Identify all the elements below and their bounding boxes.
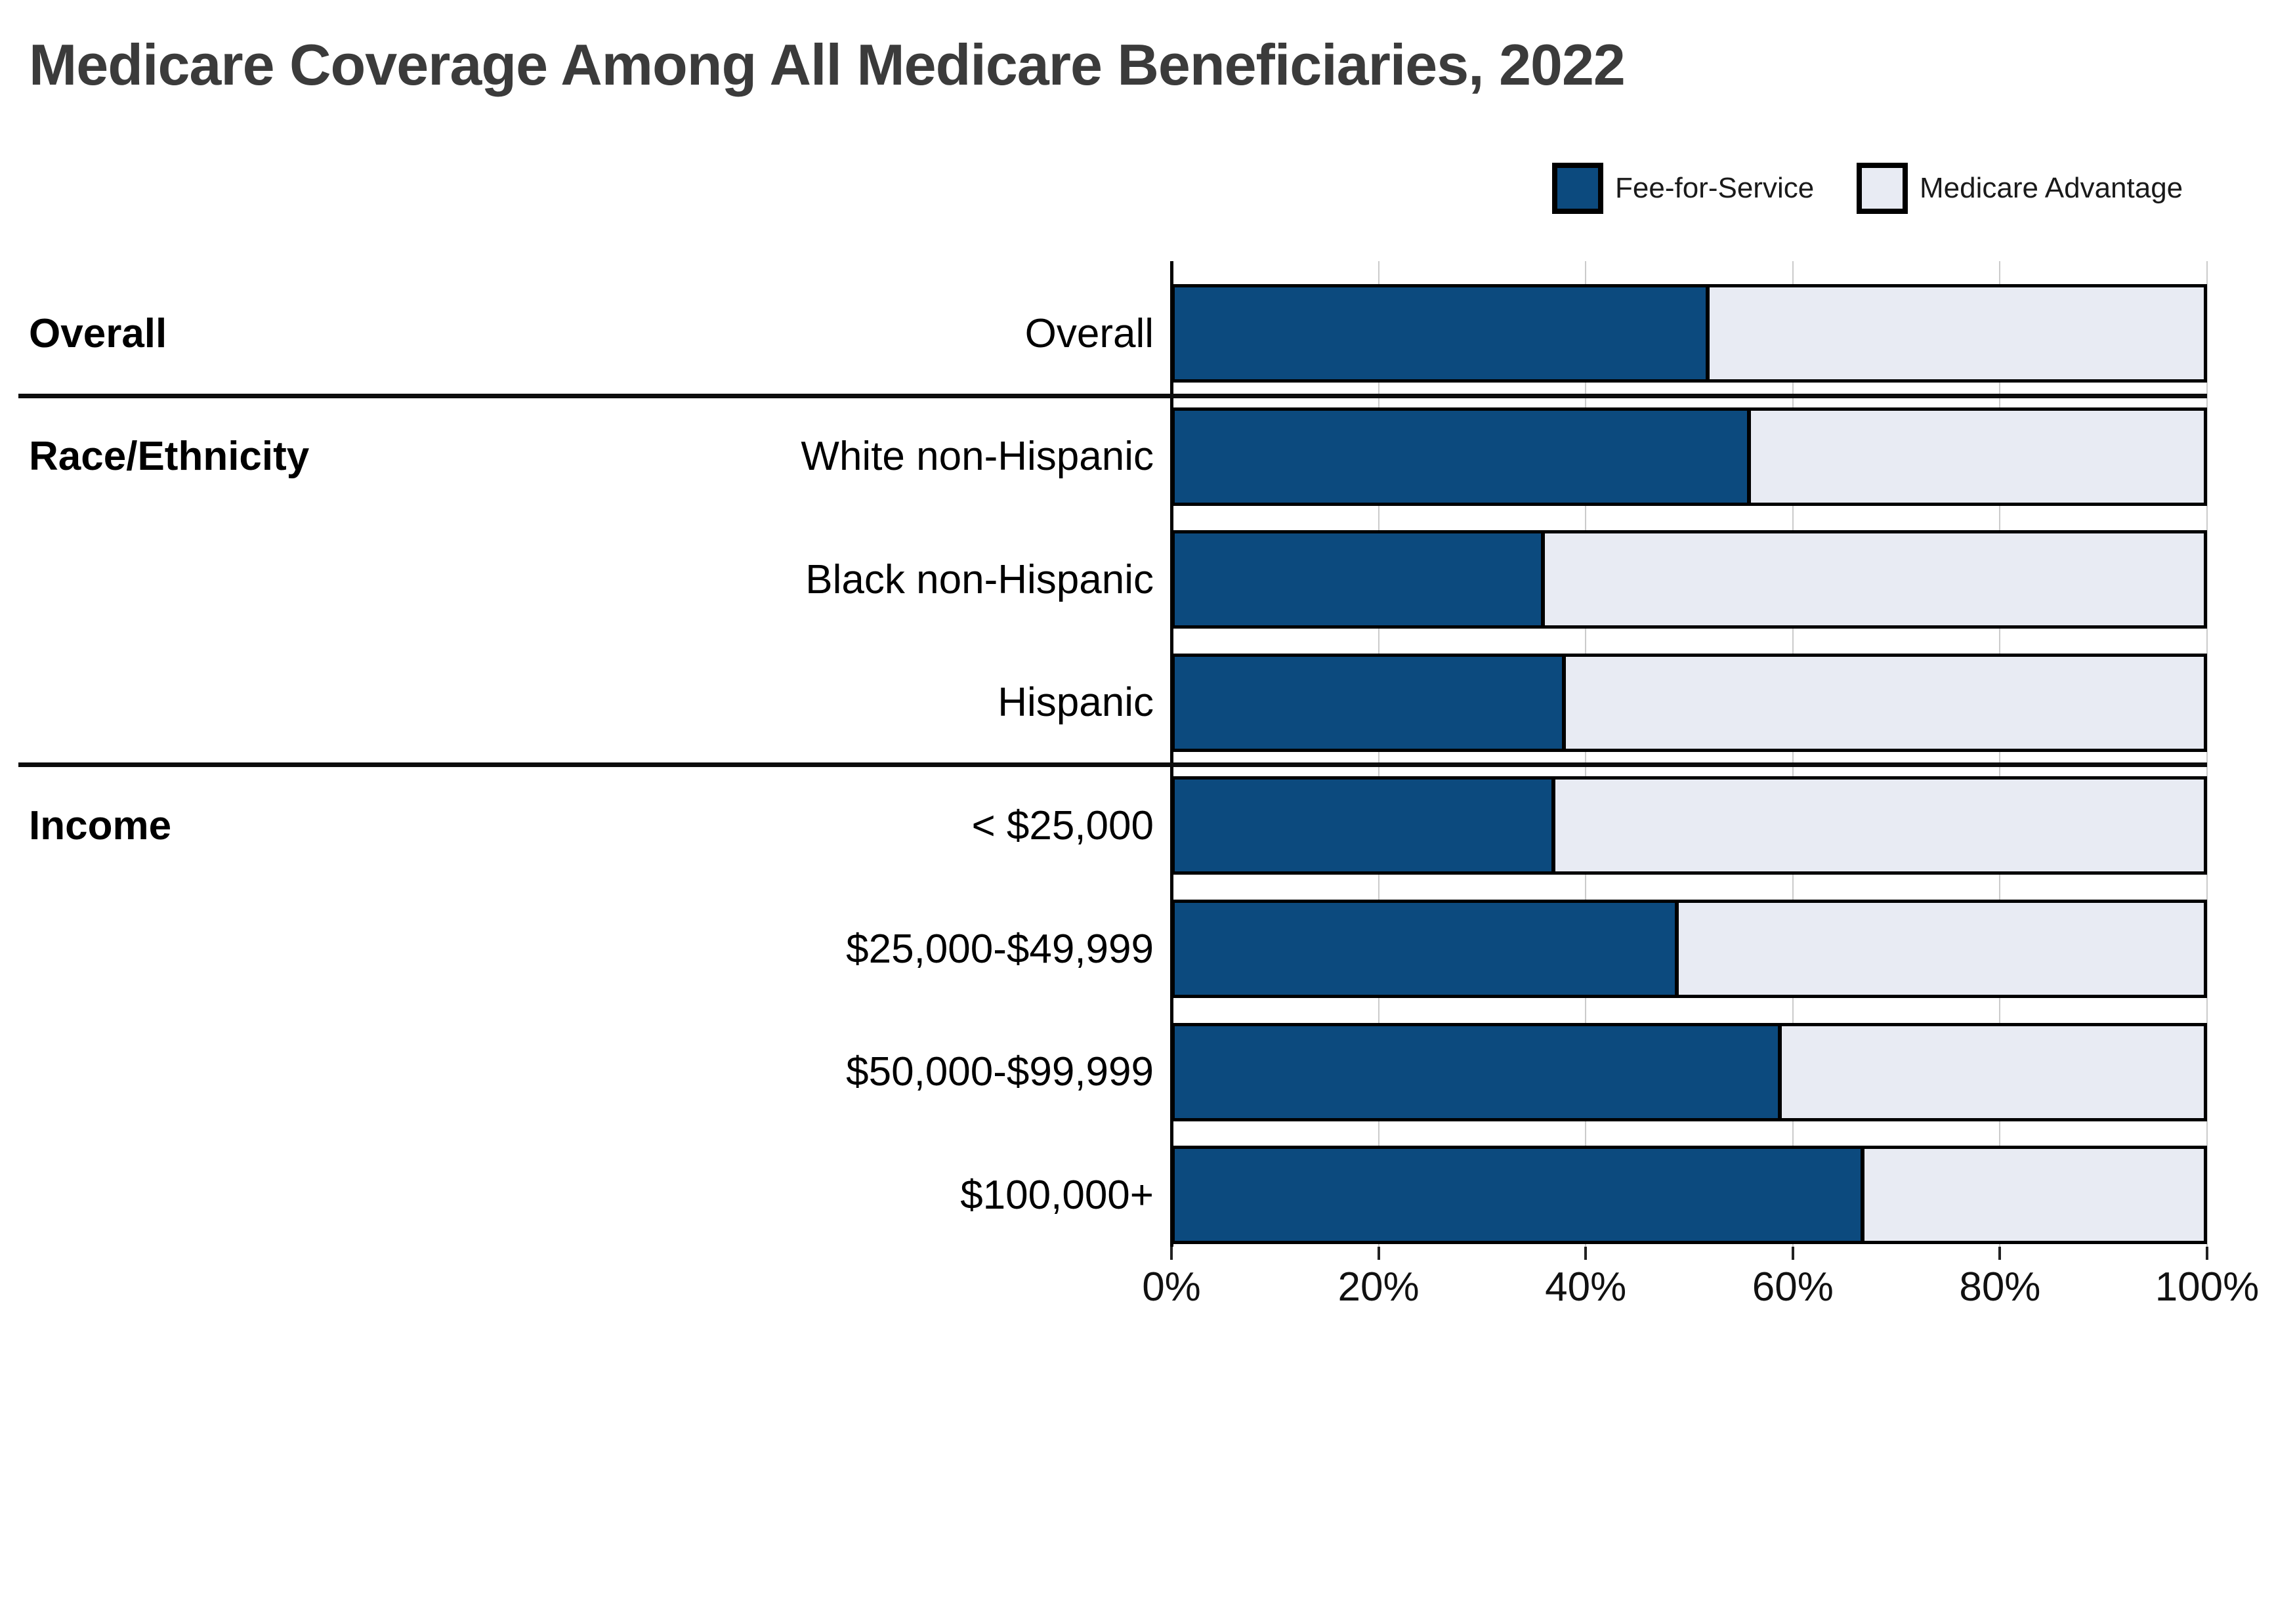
axis-tick-100%: [2206, 1247, 2208, 1260]
group-label-income: Income: [29, 802, 172, 848]
bar-row: [1171, 1022, 2207, 1121]
axis-tick-label-100%: 100%: [2155, 1264, 2260, 1310]
bar-row: [1171, 776, 2207, 875]
bar-segment-fee-for-service: [1175, 1149, 1864, 1241]
row-label: White non-Hispanic: [801, 434, 1154, 480]
bar-segment-medicare-advantage: [1782, 1026, 2204, 1118]
row-label: Overall: [1024, 310, 1154, 356]
gridline-100%: [2206, 261, 2208, 1247]
axis-tick-40%: [1584, 1247, 1588, 1260]
bar-segment-fee-for-service: [1175, 1026, 1782, 1118]
group-separator: [18, 762, 2207, 768]
bar-segment-medicare-advantage: [1565, 656, 2204, 749]
axis-tick-label-60%: 60%: [1752, 1264, 1834, 1310]
axis-tick-60%: [1791, 1247, 1794, 1260]
group-label-race-ethnicity: Race/Ethnicity: [29, 434, 310, 480]
group-label-overall: Overall: [29, 310, 167, 356]
bar-row: [1171, 530, 2207, 629]
legend-label-fee-for-service: Fee-for-Service: [1615, 172, 1815, 204]
bar-segment-medicare-advantage: [1710, 287, 2204, 379]
bar-segment-medicare-advantage: [1679, 903, 2204, 995]
plot-area: [1170, 261, 2208, 1247]
bar-segment-medicare-advantage: [1545, 533, 2204, 626]
gridline-40%: [1585, 261, 1587, 1247]
row-label: Hispanic: [998, 680, 1154, 726]
axis-tick-80%: [1998, 1247, 2002, 1260]
group-separator: [18, 393, 2207, 398]
axis-tick-0%: [1170, 1247, 1173, 1260]
bar-row: [1171, 1146, 2207, 1245]
row-label: < $25,000: [971, 802, 1154, 848]
axis-tick-label-0%: 0%: [1142, 1264, 1201, 1310]
row-label: Black non-Hispanic: [805, 556, 1154, 602]
gridline-20%: [1378, 261, 1379, 1247]
gridline-60%: [1792, 261, 1794, 1247]
bar-segment-medicare-advantage: [1864, 1149, 2204, 1241]
gridline-80%: [1999, 261, 2001, 1247]
bar-row: [1171, 653, 2207, 752]
bar-segment-fee-for-service: [1175, 903, 1679, 995]
bar-segment-fee-for-service: [1175, 410, 1752, 503]
legend-label-medicare-advantage: Medicare Advantage: [1920, 172, 2183, 204]
bar-segment-medicare-advantage: [1751, 410, 2204, 503]
axis-tick-label-80%: 80%: [1959, 1264, 2041, 1310]
legend-swatch-medicare-advantage: [1857, 163, 1908, 214]
row-label: $25,000-$49,999: [846, 926, 1154, 972]
bar-segment-fee-for-service: [1175, 656, 1566, 749]
axis-tick-label-40%: 40%: [1545, 1264, 1627, 1310]
axis-tick-20%: [1377, 1247, 1380, 1260]
chart-title: Medicare Coverage Among All Medicare Ben…: [29, 32, 1626, 97]
bar-segment-fee-for-service: [1175, 533, 1546, 626]
legend-item-fee-for-service: Fee-for-Service: [1552, 163, 1814, 214]
bar-row: [1171, 900, 2207, 998]
axis-tick-label-20%: 20%: [1337, 1264, 1420, 1310]
row-label: $50,000-$99,999: [846, 1049, 1154, 1095]
bar-row: [1171, 407, 2207, 506]
row-label: $100,000+: [960, 1172, 1154, 1218]
bar-segment-medicare-advantage: [1555, 780, 2204, 872]
bar-segment-fee-for-service: [1175, 780, 1556, 872]
bar-segment-fee-for-service: [1175, 287, 1710, 379]
bar-row: [1171, 284, 2207, 383]
y-axis-line: [1170, 261, 1173, 1247]
legend-item-medicare-advantage: Medicare Advantage: [1857, 163, 2183, 214]
legend-swatch-fee-for-service: [1552, 163, 1603, 214]
